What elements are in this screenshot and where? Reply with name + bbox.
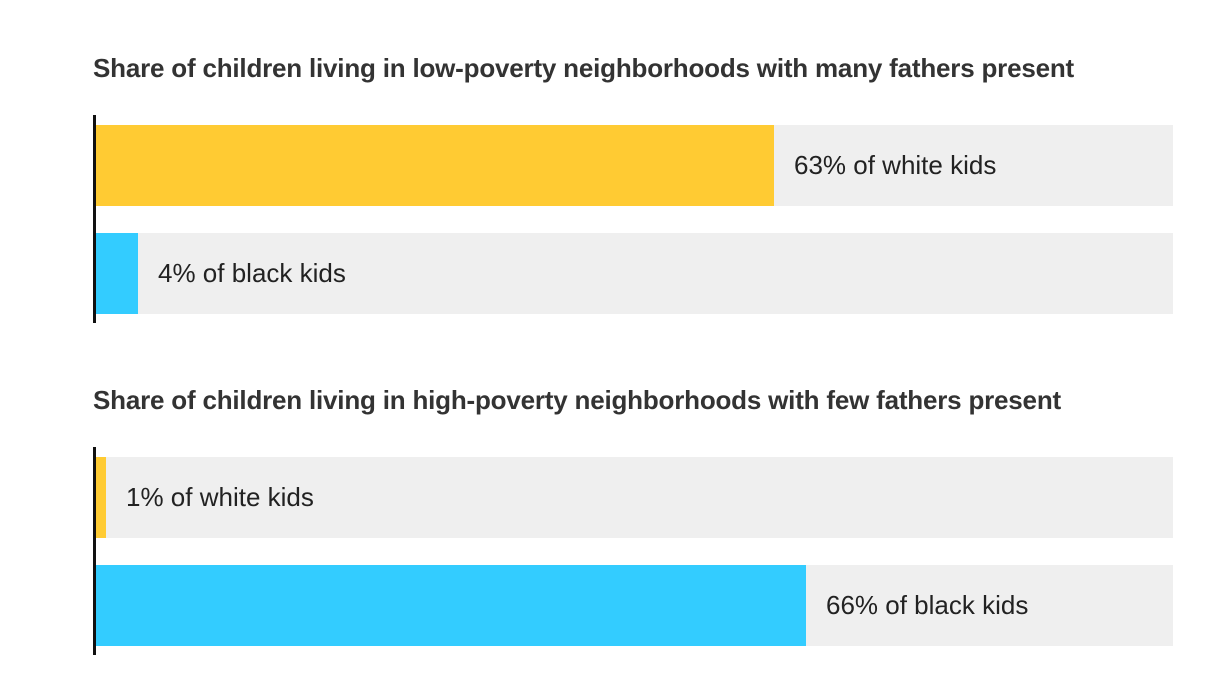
plot-area: 1% of white kids 66% of black kids <box>93 447 1173 655</box>
bar-white-kids <box>95 457 106 538</box>
baseline-axis <box>93 115 96 323</box>
chart-high-poverty: Share of children living in high-poverty… <box>93 382 1173 655</box>
bar-track: 1% of white kids <box>95 457 1173 538</box>
plot-area: 63% of white kids 4% of black kids <box>93 115 1173 323</box>
bar-label: 1% of white kids <box>126 482 314 512</box>
bar-label: 66% of black kids <box>826 590 1029 620</box>
baseline-axis <box>93 447 96 655</box>
bar-label: 63% of white kids <box>794 150 997 180</box>
bar-track: 66% of black kids <box>95 565 1173 646</box>
bar-label: 4% of black kids <box>158 258 346 288</box>
bar-track: 63% of white kids <box>95 125 1173 206</box>
bar-black-kids <box>95 233 138 314</box>
bar-track: 4% of black kids <box>95 233 1173 314</box>
bar-white-kids <box>95 125 774 206</box>
bar-black-kids <box>95 565 806 646</box>
chart-title: Share of children living in low-poverty … <box>93 53 1074 83</box>
chart-low-poverty: Share of children living in low-poverty … <box>93 50 1173 323</box>
chart-title: Share of children living in high-poverty… <box>93 385 1061 415</box>
